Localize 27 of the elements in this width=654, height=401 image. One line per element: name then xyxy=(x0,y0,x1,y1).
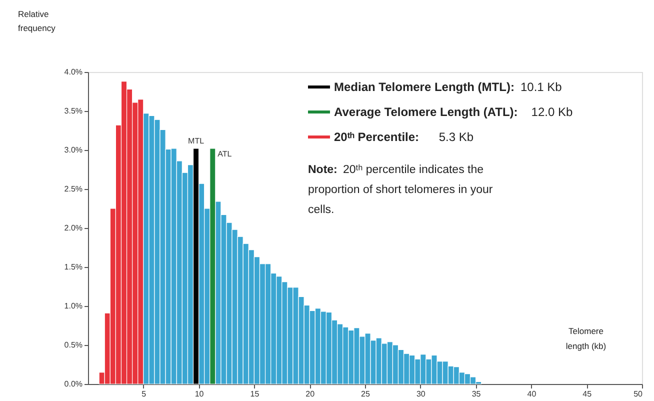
x-tick-label: 25 xyxy=(361,390,370,398)
y-tick-label: 0.5% xyxy=(64,340,82,350)
x-tick-label: 15 xyxy=(250,390,260,398)
x-tick-label: 5 xyxy=(142,390,147,398)
y-tick-label: 2.5% xyxy=(64,184,82,194)
x-tick-label: 30 xyxy=(416,390,426,398)
text: 20ᵗʰ Percentile: 5.3 Kb xyxy=(334,130,474,144)
annotation: ATL xyxy=(218,149,232,158)
y-axis-title: Relative frequency xyxy=(18,9,56,33)
annotation: MTL xyxy=(188,136,205,146)
y-tick-label: 1.5% xyxy=(64,262,82,272)
legend-label: Median Telomere Length (MTL): 10.1 Kb xyxy=(334,80,562,94)
y-tick-label: 3.5% xyxy=(64,106,82,116)
y-tick-label: 0.0% xyxy=(64,380,82,388)
x-tick-label: 20 xyxy=(306,390,316,398)
x-tick-label: 10 xyxy=(194,390,204,398)
y-tick-label: 3.0% xyxy=(64,146,82,154)
legend-label: Average Telomere Length (ATL): 12.0 Kb xyxy=(334,105,573,119)
x-tick-label: 35 xyxy=(472,390,482,398)
x-tick-label: 40 xyxy=(527,390,537,398)
y-tick-label: 1.0% xyxy=(64,302,82,310)
x-tick-label: 50 xyxy=(634,390,644,398)
y-tick-label: 4.0% xyxy=(64,68,82,76)
y-tick-label: 2.0% xyxy=(64,224,82,232)
x-tick-label: 45 xyxy=(582,390,592,398)
annotation: Note: 20ᵗʰ percentile indicates the proportion of short telomeres in your cells. xyxy=(308,164,493,216)
x-axis-title: Telomere length (kb) xyxy=(566,326,606,351)
